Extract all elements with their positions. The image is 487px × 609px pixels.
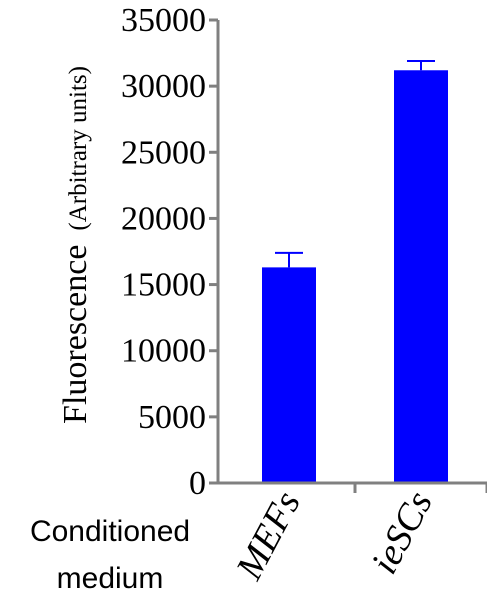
x-axis-label-line-1: Conditioned <box>30 515 190 548</box>
y-tick-label: 35000 <box>121 2 206 39</box>
y-tick-label: 25000 <box>121 134 206 171</box>
y-axis-label-main: Fluorescence <box>57 245 94 424</box>
y-tick-label: 15000 <box>121 267 206 304</box>
y-tick-label: 5000 <box>138 399 206 436</box>
axes <box>216 20 487 485</box>
x-tick-labels: MEFs ieSCs <box>228 485 441 588</box>
bar-mefs <box>262 267 316 483</box>
x-tick-label: ieSCs <box>363 485 441 581</box>
y-tick-label: 30000 <box>121 68 206 105</box>
y-ticks: 0 5000 10000 15000 20000 25000 30000 35000 <box>121 2 487 502</box>
x-axis-label-line-2: medium <box>57 562 164 595</box>
plot-area <box>262 60 448 484</box>
y-tick-label: 0 <box>189 465 206 502</box>
y-axis-label-unit: (Arbitrary units) <box>65 66 92 231</box>
x-tick-label: MEFs <box>228 485 309 588</box>
bar-iescs <box>394 70 448 484</box>
y-tick-label: 20000 <box>121 200 206 237</box>
y-axis-label: Fluorescence (Arbitrary units) <box>57 66 94 424</box>
y-tick-label: 10000 <box>121 333 206 370</box>
